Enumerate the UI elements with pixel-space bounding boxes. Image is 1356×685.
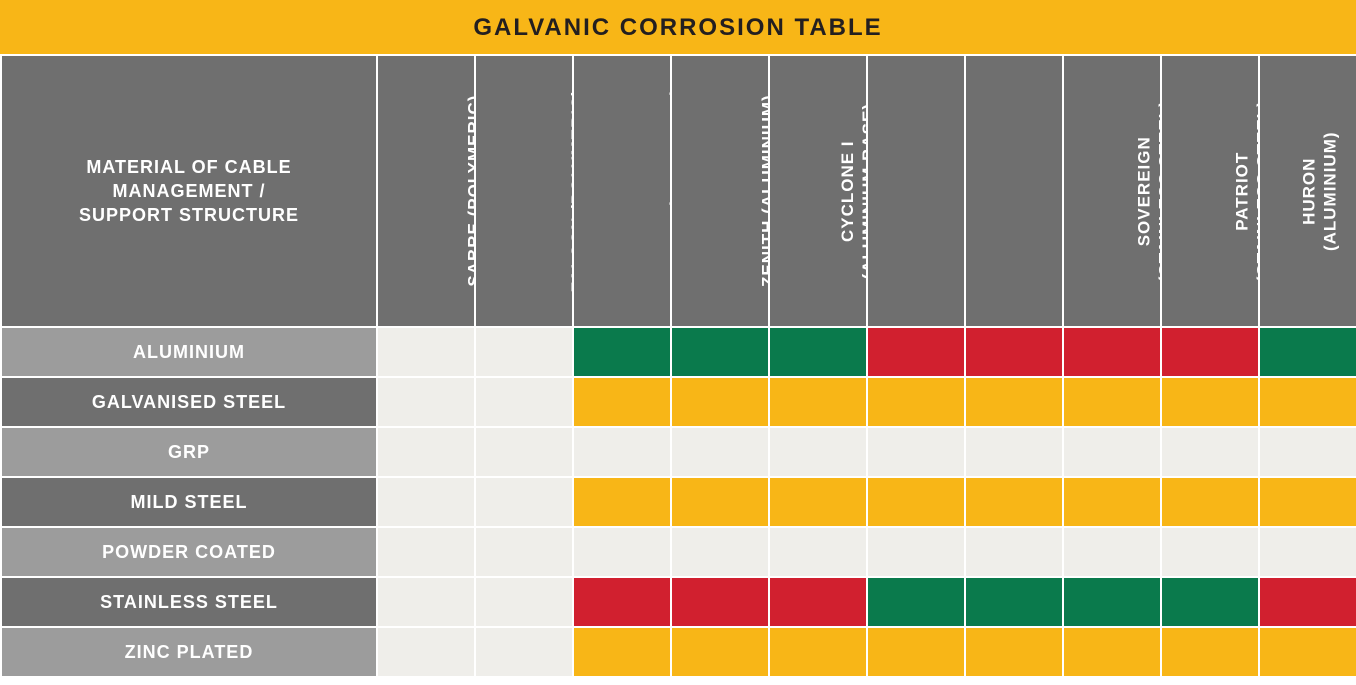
data-cell <box>965 627 1063 677</box>
data-cell <box>377 327 475 377</box>
data-cell <box>867 577 965 627</box>
data-cell <box>769 627 867 677</box>
data-cell <box>1259 327 1356 377</box>
data-cell <box>671 627 769 677</box>
data-cell <box>867 627 965 677</box>
data-cell <box>573 577 671 627</box>
row-label: MILD STEEL <box>1 477 377 527</box>
data-cell <box>769 527 867 577</box>
column-header: ZENITH (ALUMINIUM) <box>671 55 769 327</box>
data-cell <box>475 377 573 427</box>
data-cell <box>475 427 573 477</box>
data-cell <box>377 577 475 627</box>
data-cell <box>1161 627 1259 677</box>
data-cell <box>573 627 671 677</box>
data-cell <box>769 477 867 527</box>
table-row: GRP <box>1 427 1356 477</box>
table-title: GALVANIC CORROSION TABLE <box>0 0 1356 54</box>
data-cell <box>1063 427 1161 477</box>
column-header: PATRIOT(STAINLESS STEEL) <box>1161 55 1259 327</box>
data-cell <box>1259 477 1356 527</box>
data-cell <box>573 427 671 477</box>
column-header: FALCON (POLYMERIC) <box>475 55 573 327</box>
data-cell <box>1161 377 1259 427</box>
row-label: STAINLESS STEEL <box>1 577 377 627</box>
data-cell <box>671 577 769 627</box>
row-label: GRP <box>1 427 377 477</box>
column-header: CYCLONE I(ALUMINIUM BASE) <box>769 55 867 327</box>
data-cell <box>867 327 965 377</box>
data-cell <box>965 327 1063 377</box>
data-cell <box>1063 327 1161 377</box>
data-cell <box>965 577 1063 627</box>
row-label: ZINC PLATED <box>1 627 377 677</box>
data-cell <box>965 427 1063 477</box>
column-header: CYCLONE II(STAINLESS STEEL BASE) <box>867 55 965 327</box>
row-label: POWDER COATED <box>1 527 377 577</box>
table-row: ZINC PLATED <box>1 627 1356 677</box>
galvanic-corrosion-table: MATERIAL OF CABLEMANAGEMENT /SUPPORT STR… <box>0 54 1356 678</box>
data-cell <box>377 427 475 477</box>
column-header: SABRE (POLYMERIC) <box>377 55 475 327</box>
column-header: SOVEREIGN(STAINLESS STEEL) <box>1063 55 1161 327</box>
data-cell <box>1259 427 1356 477</box>
data-cell <box>573 527 671 577</box>
data-cell <box>965 377 1063 427</box>
data-cell <box>1063 477 1161 527</box>
table-row: MILD STEEL <box>1 477 1356 527</box>
data-cell <box>671 327 769 377</box>
data-cell <box>475 527 573 577</box>
data-cell <box>671 427 769 477</box>
data-cell <box>1063 377 1161 427</box>
data-cell <box>573 477 671 527</box>
data-cell <box>1161 527 1259 577</box>
data-cell <box>769 577 867 627</box>
data-cell <box>1259 377 1356 427</box>
data-cell <box>867 377 965 427</box>
data-cell <box>671 377 769 427</box>
data-cell <box>867 527 965 577</box>
data-cell <box>671 477 769 527</box>
data-cell <box>377 377 475 427</box>
data-cell <box>965 477 1063 527</box>
data-cell <box>573 377 671 427</box>
data-cell <box>769 427 867 477</box>
column-header: VALIANT (ALUMINIUM) <box>573 55 671 327</box>
data-cell <box>965 527 1063 577</box>
column-header-label: HURON(ALUMINIUM) <box>1299 131 1342 251</box>
data-cell <box>1161 477 1259 527</box>
column-header: CYCLONE III(STAINLESS STEEL BASE) <box>965 55 1063 327</box>
data-cell <box>1259 627 1356 677</box>
data-cell <box>1161 327 1259 377</box>
data-cell <box>377 627 475 677</box>
data-cell <box>1259 527 1356 577</box>
data-cell <box>1063 627 1161 677</box>
data-cell <box>475 577 573 627</box>
table-row: POWDER COATED <box>1 527 1356 577</box>
table-row: STAINLESS STEEL <box>1 577 1356 627</box>
table-row: GALVANISED STEEL <box>1 377 1356 427</box>
data-cell <box>671 527 769 577</box>
data-cell <box>475 477 573 527</box>
row-label: GALVANISED STEEL <box>1 377 377 427</box>
data-cell <box>1063 527 1161 577</box>
row-label: ALUMINIUM <box>1 327 377 377</box>
data-cell <box>1259 577 1356 627</box>
data-cell <box>1161 427 1259 477</box>
data-cell <box>1161 577 1259 627</box>
data-cell <box>1063 577 1161 627</box>
data-cell <box>377 527 475 577</box>
data-cell <box>769 327 867 377</box>
data-cell <box>867 427 965 477</box>
data-cell <box>867 477 965 527</box>
column-header: HURON(ALUMINIUM) <box>1259 55 1356 327</box>
data-cell <box>475 327 573 377</box>
data-cell <box>769 377 867 427</box>
row-header-label: MATERIAL OF CABLEMANAGEMENT /SUPPORT STR… <box>1 55 377 327</box>
data-cell <box>475 627 573 677</box>
data-cell <box>377 477 475 527</box>
table-row: ALUMINIUM <box>1 327 1356 377</box>
data-cell <box>573 327 671 377</box>
